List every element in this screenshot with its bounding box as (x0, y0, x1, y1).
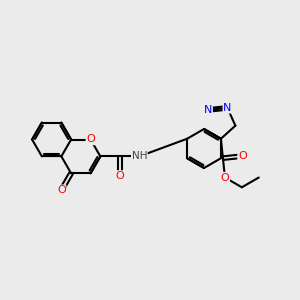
Text: N: N (223, 103, 232, 113)
Text: O: O (57, 185, 66, 195)
Text: NH: NH (132, 152, 147, 161)
Text: O: O (86, 134, 95, 145)
Text: O: O (116, 171, 124, 181)
Text: O: O (220, 172, 229, 182)
Text: O: O (238, 151, 247, 161)
Text: N: N (204, 105, 212, 115)
